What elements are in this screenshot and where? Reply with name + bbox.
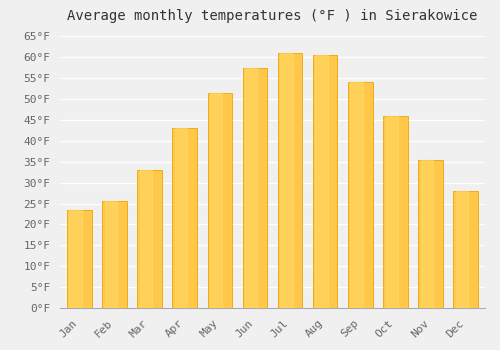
Bar [140, 170, 152, 308]
Bar [316, 55, 328, 308]
Bar [456, 191, 468, 308]
Bar [172, 128, 197, 308]
Bar [280, 53, 292, 308]
Bar [70, 210, 82, 308]
Bar [454, 191, 478, 308]
Bar [420, 160, 433, 308]
Bar [383, 116, 407, 308]
Bar [210, 93, 222, 308]
Bar [245, 68, 258, 308]
Bar [67, 210, 92, 308]
Bar [418, 160, 443, 308]
Bar [350, 82, 363, 308]
Title: Average monthly temperatures (°F ) in Sierakowice: Average monthly temperatures (°F ) in Si… [68, 9, 478, 23]
Bar [242, 68, 267, 308]
Bar [313, 55, 338, 308]
Bar [138, 170, 162, 308]
Bar [208, 93, 232, 308]
Bar [278, 53, 302, 308]
Bar [102, 202, 126, 308]
Bar [348, 82, 372, 308]
Bar [104, 202, 117, 308]
Bar [386, 116, 398, 308]
Bar [175, 128, 187, 308]
